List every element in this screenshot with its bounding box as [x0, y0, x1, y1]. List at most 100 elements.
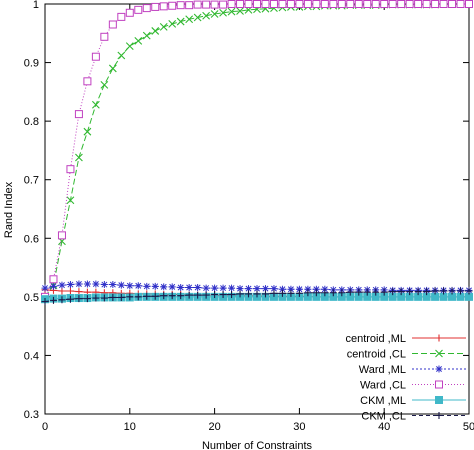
data-point: [185, 283, 193, 291]
series-4: [41, 0, 473, 301]
data-point: [236, 0, 245, 8]
data-point: [211, 284, 219, 292]
data-point: [176, 17, 185, 26]
data-point: [457, 287, 465, 295]
data-point: [185, 1, 194, 10]
legend-entry: CKM ,CL: [361, 411, 466, 423]
legend-label: Ward ,CL: [360, 380, 406, 392]
data-point: [338, 289, 346, 297]
data-point: [125, 8, 134, 17]
data-point: [320, 0, 329, 8]
data-point: [151, 282, 159, 290]
data-point: [211, 291, 219, 299]
data-point: [151, 292, 159, 300]
data-point: [440, 287, 448, 295]
data-point: [312, 289, 320, 297]
data-point: [380, 288, 388, 296]
data-point: [261, 290, 269, 298]
data-point: [397, 288, 405, 296]
x-tick-label: 40: [378, 421, 390, 433]
data-point: [219, 291, 227, 299]
data-point: [168, 292, 176, 300]
data-point: [66, 196, 75, 205]
data-point: [83, 77, 92, 86]
data-point: [117, 51, 126, 60]
data-point: [439, 0, 448, 8]
data-point: [126, 282, 134, 290]
legend-label: CKM ,ML: [360, 395, 406, 407]
data-point: [465, 0, 473, 8]
x-tick-label: 50: [463, 421, 474, 433]
y-axis-title: Rand Index: [3, 181, 15, 238]
legend: centroid ,ML centroid ,CL Ward ,ML Ward ,CL…: [345, 333, 466, 423]
data-point: [142, 4, 151, 13]
data-point: [202, 291, 210, 299]
data-point: [109, 293, 117, 301]
data-point: [422, 0, 431, 8]
legend-label: Ward ,ML: [359, 364, 406, 376]
data-point: [295, 285, 303, 293]
data-point: [75, 288, 83, 296]
data-point: [193, 13, 202, 22]
data-point: [202, 284, 210, 292]
data-point: [91, 52, 100, 61]
data-point: [168, 20, 177, 28]
data-point: [109, 281, 117, 289]
legend-label: centroid ,CL: [347, 349, 406, 361]
data-point: [41, 298, 49, 306]
legend-label: centroid ,ML: [345, 333, 406, 345]
data-point: [372, 288, 380, 296]
data-point: [185, 291, 193, 299]
data-point: [100, 80, 109, 89]
data-point: [75, 280, 83, 288]
data-point: [57, 231, 66, 240]
x-tick-label: 30: [293, 421, 305, 433]
legend-marker: [435, 365, 443, 373]
data-point: [397, 0, 406, 8]
data-point: [100, 32, 109, 41]
data-point: [143, 282, 151, 290]
y-tick-label: 0.6: [24, 233, 39, 245]
data-point: [363, 0, 372, 8]
data-point: [185, 15, 194, 24]
data-point: [346, 0, 355, 8]
data-point: [227, 0, 236, 8]
data-point: [312, 0, 321, 8]
data-point: [58, 296, 66, 304]
data-point: [253, 0, 261, 8]
legend-label: CKM ,CL: [361, 411, 406, 423]
data-point: [75, 153, 83, 162]
data-point: [228, 284, 236, 292]
data-point: [312, 285, 320, 293]
data-point: [100, 294, 108, 302]
data-point: [126, 293, 134, 301]
legend-marker: [435, 334, 443, 342]
data-point: [414, 0, 423, 8]
data-point: [278, 285, 286, 293]
x-tick-label: 0: [42, 421, 48, 433]
data-point: [74, 110, 83, 119]
data-point: [321, 285, 329, 293]
data-point: [210, 10, 219, 18]
data-point: [160, 292, 168, 300]
legend-entry: CKM ,ML: [360, 395, 466, 407]
data-point: [58, 281, 66, 289]
y-tick-label: 0.7: [24, 175, 39, 187]
legend-entry: Ward ,CL: [360, 380, 466, 392]
data-point: [125, 42, 134, 51]
data-point: [456, 0, 465, 8]
data-point: [346, 288, 354, 296]
data-point: [202, 0, 211, 9]
legend-entry: centroid ,CL: [347, 349, 466, 361]
data-point: [245, 285, 253, 293]
legend-entry: centroid ,ML: [345, 333, 466, 345]
legend-entry: Ward ,ML: [359, 364, 466, 376]
data-point: [66, 165, 75, 174]
data-point: [117, 281, 125, 289]
data-point: [134, 37, 143, 45]
data-point: [380, 0, 389, 8]
data-point: [278, 289, 286, 297]
data-point: [219, 8, 227, 17]
data-point: [100, 281, 108, 289]
